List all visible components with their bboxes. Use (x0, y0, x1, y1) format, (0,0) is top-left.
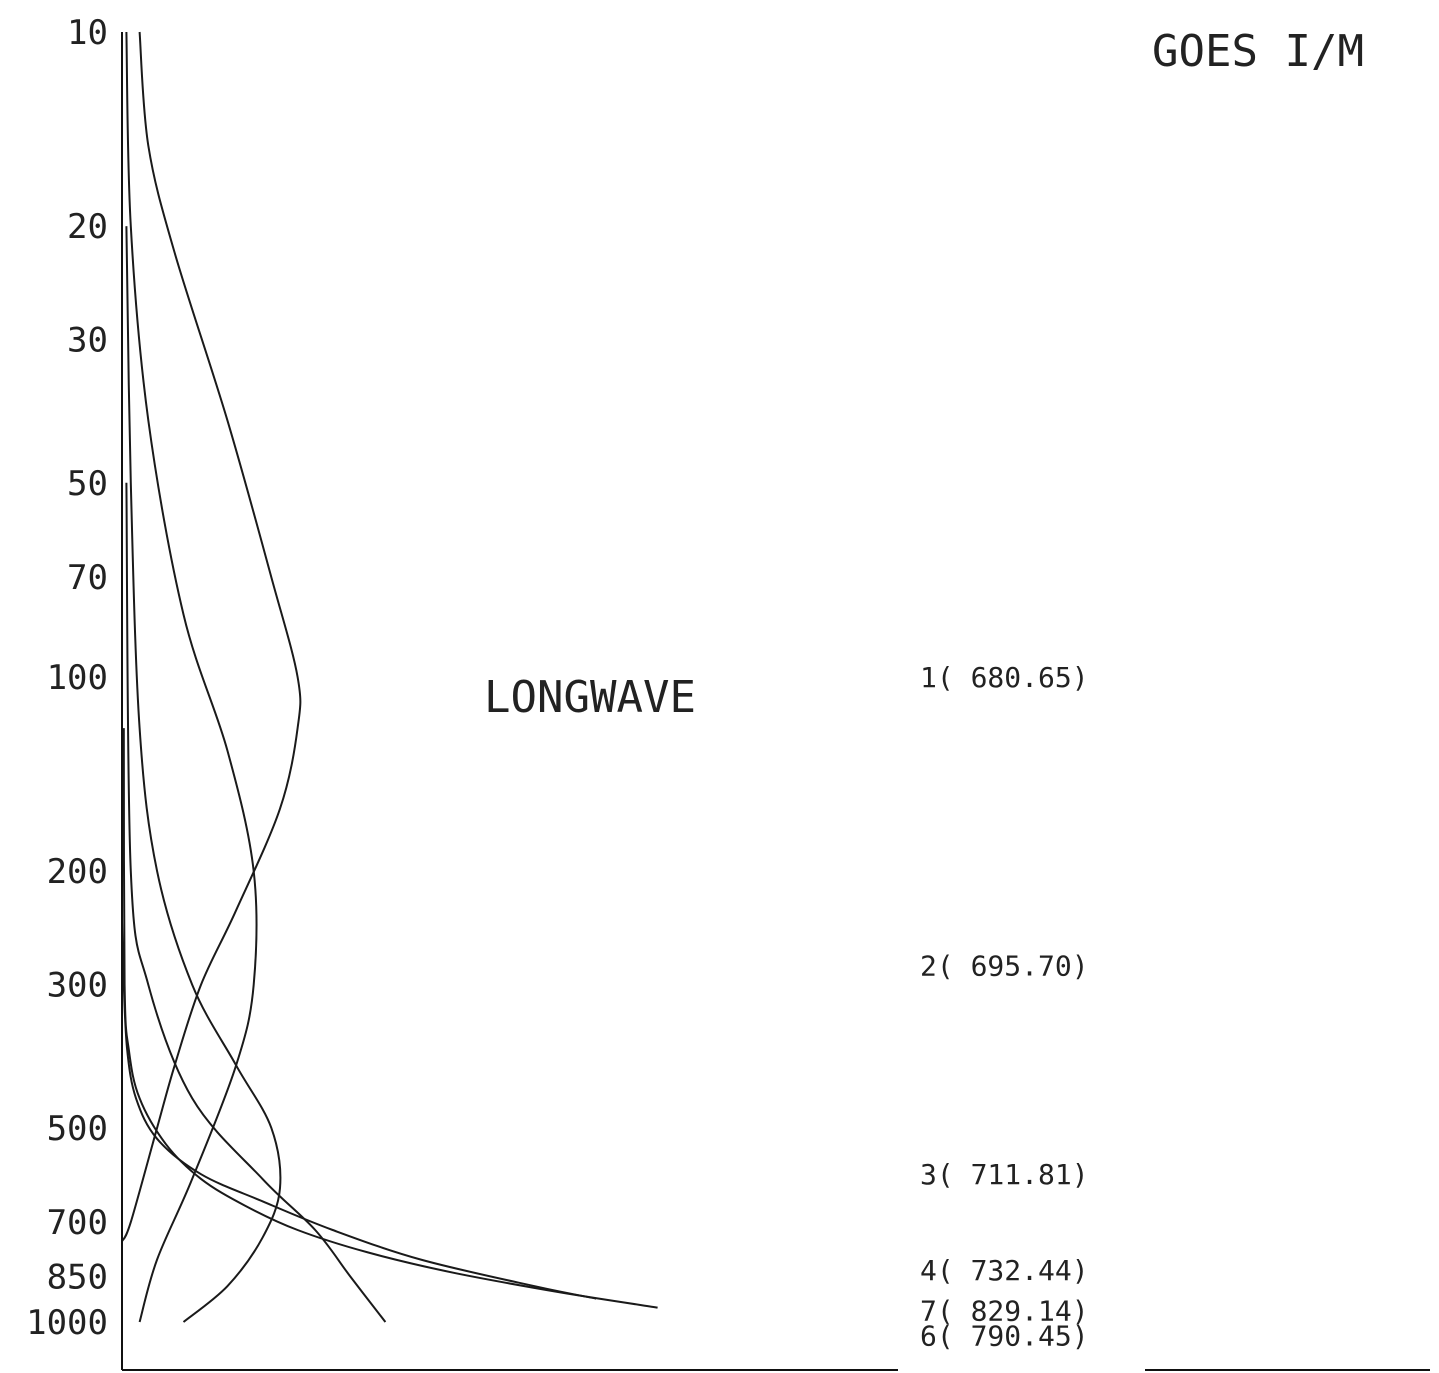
longwave-label: LONGWAVE (484, 672, 696, 723)
weighting-function-curve (121, 31, 302, 1242)
channel-label: 1( 680.65) (920, 661, 1089, 694)
y-tick-label: 10 (67, 13, 108, 53)
y-tick-label: 200 (47, 852, 108, 892)
y-tick-label: 700 (47, 1203, 108, 1243)
weighting-function-curve (125, 482, 387, 1323)
y-tick-label: 1000 (26, 1303, 108, 1343)
channel-label: 3( 711.81) (920, 1158, 1089, 1191)
channel-labels: 1( 680.65) 2( 695.70) 3( 711.81) 4( 732.44)… (920, 661, 1089, 1353)
curves-group (121, 31, 658, 1323)
y-tick-label: 500 (47, 1109, 108, 1149)
y-tick-label: 100 (47, 658, 108, 698)
weighting-function-curve (122, 728, 658, 1309)
weighting-function-curve (121, 922, 597, 1300)
y-tick-label: 70 (67, 558, 108, 598)
channel-label: 7( 829.14) (920, 1295, 1089, 1328)
channel-label: 2( 695.70) (920, 949, 1089, 982)
y-tick-label: 850 (47, 1257, 108, 1297)
y-tick-label: 30 (67, 321, 108, 361)
channel-label: 6( 790.45) (920, 1320, 1089, 1353)
y-tick-label: 50 (67, 464, 108, 504)
y-tick-label: 300 (47, 966, 108, 1006)
chart-title: GOES I/M (1152, 26, 1364, 77)
channel-label: 4( 732.44) (920, 1254, 1089, 1287)
y-tick-label: 20 (67, 207, 108, 247)
weighting-function-curve (125, 31, 258, 1323)
weighting-function-curve (125, 226, 282, 1323)
y-tick-labels: 10 20 30 50 70 100 200 300 500 700 850 1000 (26, 13, 108, 1343)
